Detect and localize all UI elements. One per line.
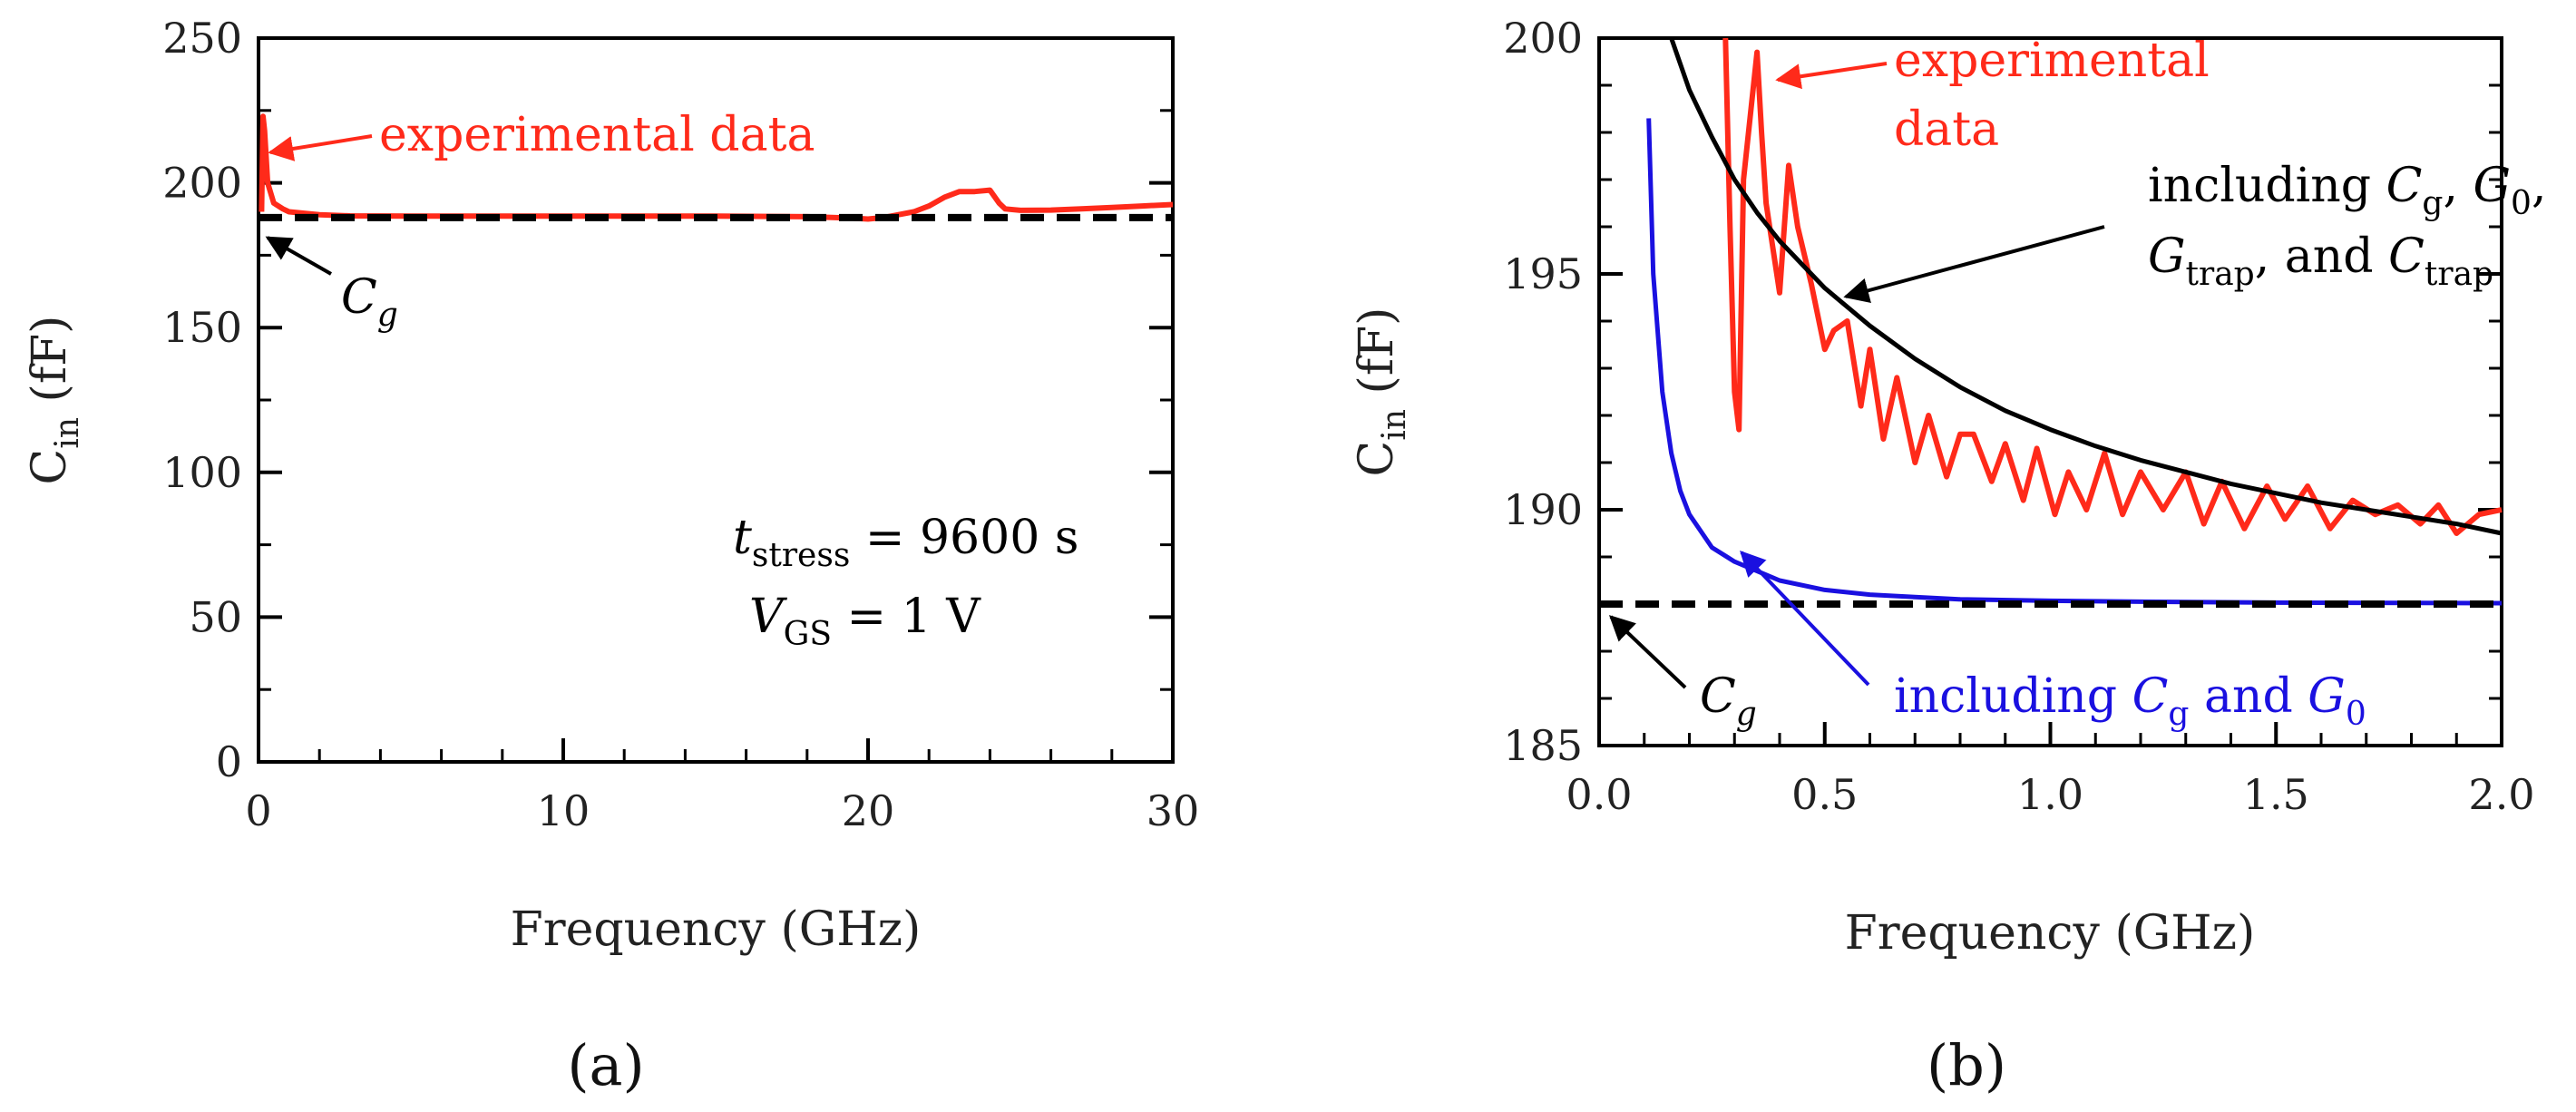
y-tick-label: 50 <box>189 592 242 641</box>
arrow-experimental-a <box>268 134 373 161</box>
y-tick-label: 190 <box>1503 485 1583 534</box>
arrow-cg-b <box>1608 615 1687 689</box>
series-line-model_simple <box>1646 118 2503 606</box>
arrow-experimental-b <box>1775 62 1888 90</box>
arrow-full-model-b <box>1843 225 2105 303</box>
panel-b: 0.0 0.5 1.0 1.5 2.0 185 190 195 200 experimental… <box>1350 14 2546 1098</box>
annotation-experimental-a: experimental data <box>379 108 815 162</box>
series-group-a <box>259 113 1174 222</box>
major-ticks-b <box>1597 36 2503 747</box>
y-axis-label-a: Cin (fF) <box>23 316 86 485</box>
x-tick-label: 1.5 <box>2243 770 2309 819</box>
x-tick-label: 1.0 <box>2017 770 2083 819</box>
x-axis-label-a: Frequency (GHz) <box>511 902 922 957</box>
series-line-experimental <box>1722 37 2503 536</box>
panel-label-a: (a) <box>567 1032 644 1098</box>
x-tick-label: 2.0 <box>2468 770 2534 819</box>
series-group-b <box>1599 37 2503 608</box>
x-axis-label-b: Frequency (GHz) <box>1845 906 2256 961</box>
tick-labels-b: 0.0 0.5 1.0 1.5 2.0 185 190 195 200 <box>1503 14 2534 819</box>
arrow-cg-a <box>265 236 332 276</box>
y-tick-label: 200 <box>162 159 242 208</box>
y-tick-label: 195 <box>1503 249 1583 298</box>
x-tick-label: 0 <box>245 786 271 835</box>
annotation-cg-a: Cg <box>341 270 398 334</box>
major-ticks-a <box>257 36 1175 764</box>
condition-tstress: tstress = 9600 s <box>733 511 1079 574</box>
y-tick-label: 200 <box>1503 14 1583 63</box>
arrow-simple-model-b <box>1740 550 1870 687</box>
annotation-full-model-line2: Gtrap, and Ctrap <box>2148 229 2493 293</box>
annotation-simple-model-b: including Cg and G0 <box>1894 669 2366 733</box>
x-tick-label: 0.5 <box>1791 770 1858 819</box>
x-tick-label: 20 <box>842 786 895 835</box>
panel-a: 0 10 20 30 0 50 100 150 200 250 experimental data… <box>23 14 1199 1098</box>
y-tick-label: 250 <box>162 14 242 63</box>
series-line-experimental <box>259 113 1174 222</box>
x-tick-label: 10 <box>537 786 590 835</box>
annotation-experimental-b-line2: data <box>1894 102 1999 157</box>
panel-label-b: (b) <box>1927 1032 2006 1098</box>
condition-vgs: VGS = 1 V <box>749 590 981 653</box>
annotation-experimental-b-line1: experimental <box>1894 34 2210 88</box>
y-tick-label: 0 <box>216 737 242 786</box>
series-line-model_full <box>1669 37 2503 536</box>
y-tick-label: 100 <box>162 448 242 497</box>
x-tick-label: 30 <box>1147 786 1200 835</box>
y-axis-label-b: Cin (fF) <box>1350 307 1413 477</box>
y-tick-label: 185 <box>1503 721 1583 770</box>
annotation-cg-b: Cg <box>1700 669 1757 733</box>
x-tick-label: 0.0 <box>1566 770 1632 819</box>
y-tick-label: 150 <box>162 303 242 352</box>
annotation-full-model-line1: including Cg, G0, <box>2148 159 2546 222</box>
tick-labels-a: 0 10 20 30 0 50 100 150 200 250 <box>162 14 1199 835</box>
